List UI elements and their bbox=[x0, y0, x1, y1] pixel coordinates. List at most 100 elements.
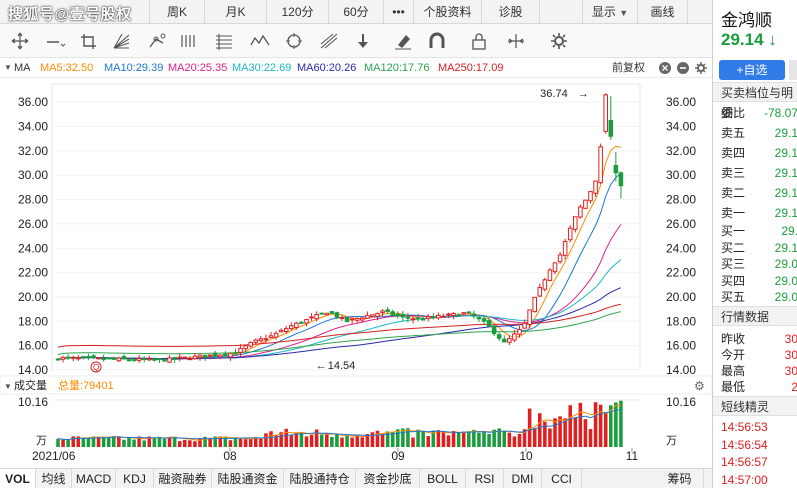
pitchfork-icon[interactable] bbox=[318, 31, 340, 51]
tab-60min[interactable]: 60分 bbox=[329, 0, 384, 24]
line-segment-icon[interactable] bbox=[44, 31, 66, 51]
candle-body[interactable] bbox=[431, 316, 436, 319]
add-watchlist-button[interactable]: +自选 bbox=[719, 60, 785, 80]
candle-body[interactable] bbox=[319, 312, 324, 315]
crosshair-icon[interactable] bbox=[9, 31, 31, 51]
candle-body[interactable] bbox=[415, 317, 421, 320]
candle-body[interactable] bbox=[218, 354, 223, 358]
candle-body[interactable] bbox=[101, 358, 106, 361]
show-hide-drawings-icon[interactable] bbox=[505, 31, 527, 51]
candle-body[interactable] bbox=[202, 354, 208, 358]
candle-body[interactable] bbox=[167, 357, 172, 363]
candle-body[interactable] bbox=[537, 286, 543, 297]
candle-body[interactable] bbox=[456, 314, 461, 317]
candle-body[interactable] bbox=[324, 312, 330, 316]
candle-body[interactable] bbox=[233, 352, 238, 355]
short-term-time[interactable]: 14:56:54 bbox=[721, 437, 768, 452]
candle-body[interactable] bbox=[263, 338, 269, 341]
list-icon[interactable] bbox=[789, 60, 797, 80]
candle-body[interactable] bbox=[212, 352, 218, 357]
crop-icon[interactable] bbox=[78, 31, 100, 51]
display-menu[interactable]: 显示 ▼ bbox=[582, 0, 638, 24]
candle-body[interactable] bbox=[314, 314, 319, 320]
candle-body[interactable] bbox=[405, 316, 411, 319]
candle-body[interactable] bbox=[400, 314, 406, 318]
candle-body[interactable] bbox=[258, 338, 264, 342]
candle-body[interactable] bbox=[517, 329, 522, 335]
candle-body[interactable] bbox=[136, 358, 142, 361]
settings-gear-icon[interactable]: ⚙ bbox=[694, 379, 705, 393]
draw-line-button[interactable]: 画线 bbox=[638, 0, 688, 24]
indicator-tab[interactable]: KDJ bbox=[116, 469, 154, 488]
candle-body[interactable] bbox=[578, 206, 583, 218]
candle-body[interactable] bbox=[157, 357, 162, 360]
restore-rights-label[interactable]: 前复权 bbox=[612, 62, 645, 74]
candle-body[interactable] bbox=[253, 339, 259, 343]
candle-body[interactable] bbox=[70, 356, 76, 359]
candle-body[interactable] bbox=[278, 329, 284, 333]
more-tabs-button[interactable]: ••• bbox=[384, 0, 414, 24]
collapse-ma-icon[interactable]: ▼ bbox=[4, 63, 12, 72]
candle-body[interactable] bbox=[177, 356, 182, 359]
candle-body[interactable] bbox=[334, 312, 340, 318]
candle-body[interactable] bbox=[228, 352, 233, 358]
candle-body[interactable] bbox=[522, 322, 527, 329]
candle-body[interactable] bbox=[304, 318, 309, 324]
candle-body[interactable] bbox=[567, 227, 573, 241]
candle-body[interactable] bbox=[273, 332, 279, 338]
candle-body[interactable] bbox=[380, 310, 385, 313]
candle-body[interactable] bbox=[152, 358, 157, 361]
settings-gear-icon[interactable] bbox=[548, 31, 570, 51]
indicator-tab[interactable]: DMI bbox=[504, 469, 542, 488]
candle-body[interactable] bbox=[471, 313, 477, 317]
indicator-tab[interactable]: BOLL bbox=[420, 469, 466, 488]
candle-body[interactable] bbox=[238, 347, 243, 353]
candle-body[interactable] bbox=[583, 199, 588, 209]
candle-body[interactable] bbox=[603, 94, 608, 132]
candle-body[interactable] bbox=[354, 317, 360, 321]
candle-body[interactable] bbox=[268, 335, 274, 338]
settings-gear-icon[interactable] bbox=[694, 58, 708, 82]
candle-body[interactable] bbox=[446, 313, 451, 316]
candle-body[interactable] bbox=[60, 356, 66, 360]
tab-week-k[interactable]: 周K bbox=[150, 0, 205, 24]
candle-body[interactable] bbox=[466, 311, 472, 314]
candle-body[interactable] bbox=[365, 315, 370, 319]
candle-body[interactable] bbox=[65, 356, 71, 359]
candle-body[interactable] bbox=[476, 317, 482, 320]
eraser-icon[interactable] bbox=[392, 31, 414, 51]
candle-body[interactable] bbox=[390, 311, 395, 316]
node-line-icon[interactable] bbox=[146, 31, 168, 51]
short-term-time[interactable]: 14:57:00 bbox=[721, 472, 768, 487]
indicator-tab[interactable]: 融资融券 bbox=[154, 469, 212, 488]
candle-body[interactable] bbox=[527, 309, 532, 325]
candle-body[interactable] bbox=[294, 322, 299, 328]
candle-body[interactable] bbox=[557, 254, 563, 263]
event-marker-icon[interactable]: Q bbox=[90, 361, 102, 373]
candle-body[interactable] bbox=[360, 317, 365, 321]
candle-body[interactable] bbox=[420, 318, 426, 321]
candle-body[interactable] bbox=[172, 357, 177, 360]
candle-body[interactable] bbox=[187, 358, 193, 361]
indicator-tab[interactable]: 筹码 bbox=[656, 469, 704, 488]
candle-body[interactable] bbox=[573, 216, 578, 230]
down-arrow-icon[interactable] bbox=[352, 31, 374, 51]
candle-body[interactable] bbox=[375, 312, 380, 317]
candle-body[interactable] bbox=[542, 279, 548, 290]
cycle-icon[interactable] bbox=[283, 31, 305, 51]
indicator-tab[interactable]: MACD bbox=[72, 469, 116, 488]
candle-body[interactable] bbox=[502, 338, 507, 343]
candle-body[interactable] bbox=[385, 309, 390, 312]
candle-body[interactable] bbox=[283, 328, 289, 333]
candle-body[interactable] bbox=[395, 313, 401, 317]
candle-body[interactable] bbox=[598, 146, 603, 184]
close-circle-icon[interactable] bbox=[658, 58, 672, 82]
indicator-tab[interactable]: 陆股通持仓 bbox=[284, 469, 356, 488]
candle-body[interactable] bbox=[588, 191, 593, 202]
candle-body[interactable] bbox=[496, 334, 502, 339]
candle-body[interactable] bbox=[481, 318, 487, 322]
candle-body[interactable] bbox=[182, 356, 188, 359]
candle-body[interactable] bbox=[309, 316, 314, 319]
indicator-tab[interactable]: 均线 bbox=[36, 469, 72, 488]
candle-body[interactable] bbox=[339, 316, 345, 319]
